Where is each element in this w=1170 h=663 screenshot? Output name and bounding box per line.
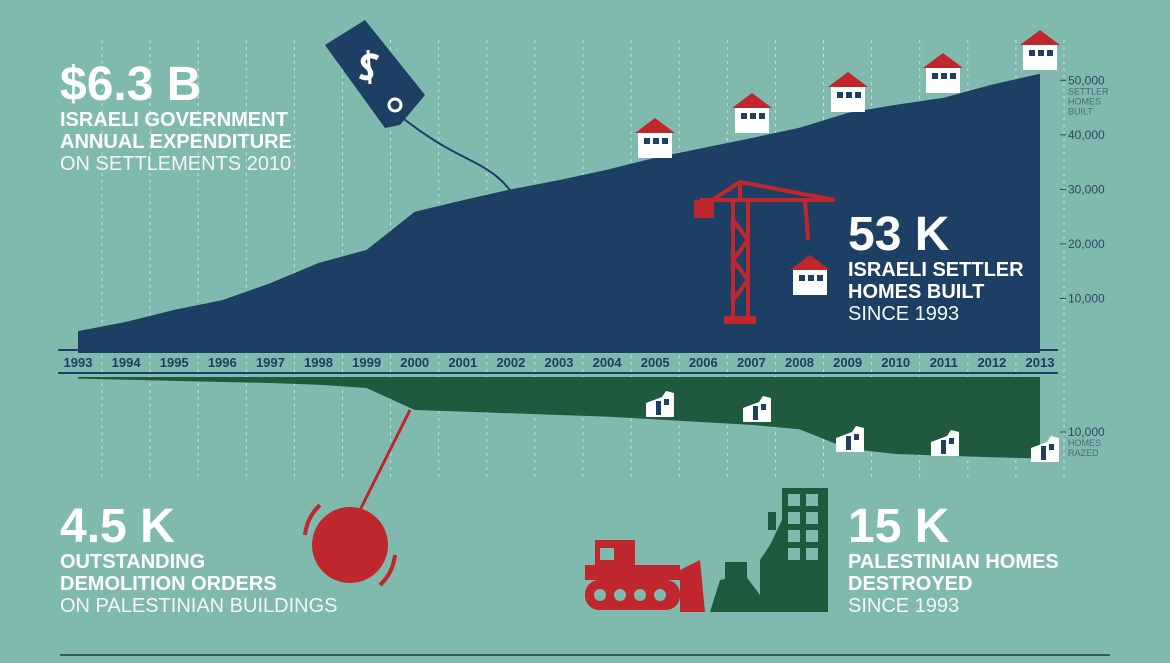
bulldozer-icon: [585, 540, 705, 612]
y-axis-label: HOMES: [1068, 96, 1101, 106]
x-tick-label: 2001: [448, 355, 477, 370]
x-tick-label: 2006: [689, 355, 718, 370]
x-tick-label: 1995: [160, 355, 189, 370]
y-tick-label: 10,000: [1068, 291, 1105, 305]
y-tick-label: 20,000: [1068, 237, 1105, 251]
rubble-building-icon: [710, 488, 828, 612]
price-tag-icon: [325, 20, 511, 191]
y-axis-label: SETTLER: [1068, 86, 1109, 96]
callout-figure: $6.3 B: [60, 58, 201, 111]
x-tick-label: 2007: [737, 355, 766, 370]
callout-line: ISRAELI SETTLER: [848, 259, 1024, 281]
area: [78, 377, 1040, 459]
callout-note: ON PALESTINIAN BUILDINGS: [60, 595, 337, 617]
callout-figure: 4.5 K: [60, 500, 175, 553]
y-tick-label: 40,000: [1068, 128, 1105, 142]
callout-line: ISRAELI GOVERNMENT: [60, 109, 288, 131]
x-tick-label: 1993: [64, 355, 93, 370]
wrecking-ball-icon: [303, 409, 412, 587]
x-tick-label: 2003: [545, 355, 574, 370]
callout-figure: 15 K: [848, 500, 950, 553]
callout-line: HOMES BUILT: [848, 281, 984, 303]
x-tick-label: 1999: [352, 355, 381, 370]
y-tick-label: 50,000: [1068, 73, 1105, 87]
x-tick-label: 2005: [641, 355, 670, 370]
callout-line: ANNUAL EXPENDITURE: [60, 131, 292, 153]
callout-note: SINCE 1993: [848, 595, 959, 617]
x-tick-label: 2004: [593, 355, 623, 370]
x-tick-label: 1998: [304, 355, 333, 370]
x-tick-label: 1997: [256, 355, 285, 370]
y-tick-label: 10,000: [1068, 425, 1105, 439]
x-tick-label: 2013: [1026, 355, 1055, 370]
x-tick-label: 2008: [785, 355, 814, 370]
x-tick-label: 1994: [112, 355, 142, 370]
callout-line: OUTSTANDING: [60, 551, 205, 573]
callout-note: ON SETTLEMENTS 2010: [60, 153, 291, 175]
y-axis-label: RAZED: [1068, 448, 1099, 458]
y-tick-label: 30,000: [1068, 182, 1105, 196]
y-axis-label: BUILT: [1068, 106, 1093, 116]
y-axis-label: HOMES: [1068, 438, 1101, 448]
x-tick-label: 2009: [833, 355, 862, 370]
callout-line: PALESTINIAN HOMES: [848, 551, 1059, 573]
x-tick-label: 1996: [208, 355, 237, 370]
callout-note: SINCE 1993: [848, 303, 959, 325]
x-tick-label: 2010: [881, 355, 910, 370]
callout-figure: 53 K: [848, 208, 950, 261]
x-tick-label: 2011: [930, 355, 958, 370]
x-tick-label: 2002: [496, 355, 525, 370]
crane-icon: [694, 179, 836, 324]
x-tick-label: 2000: [400, 355, 429, 370]
callout-line: DEMOLITION ORDERS: [60, 573, 277, 595]
callout-line: DESTROYED: [848, 573, 972, 595]
x-tick-label: 2012: [977, 355, 1006, 370]
